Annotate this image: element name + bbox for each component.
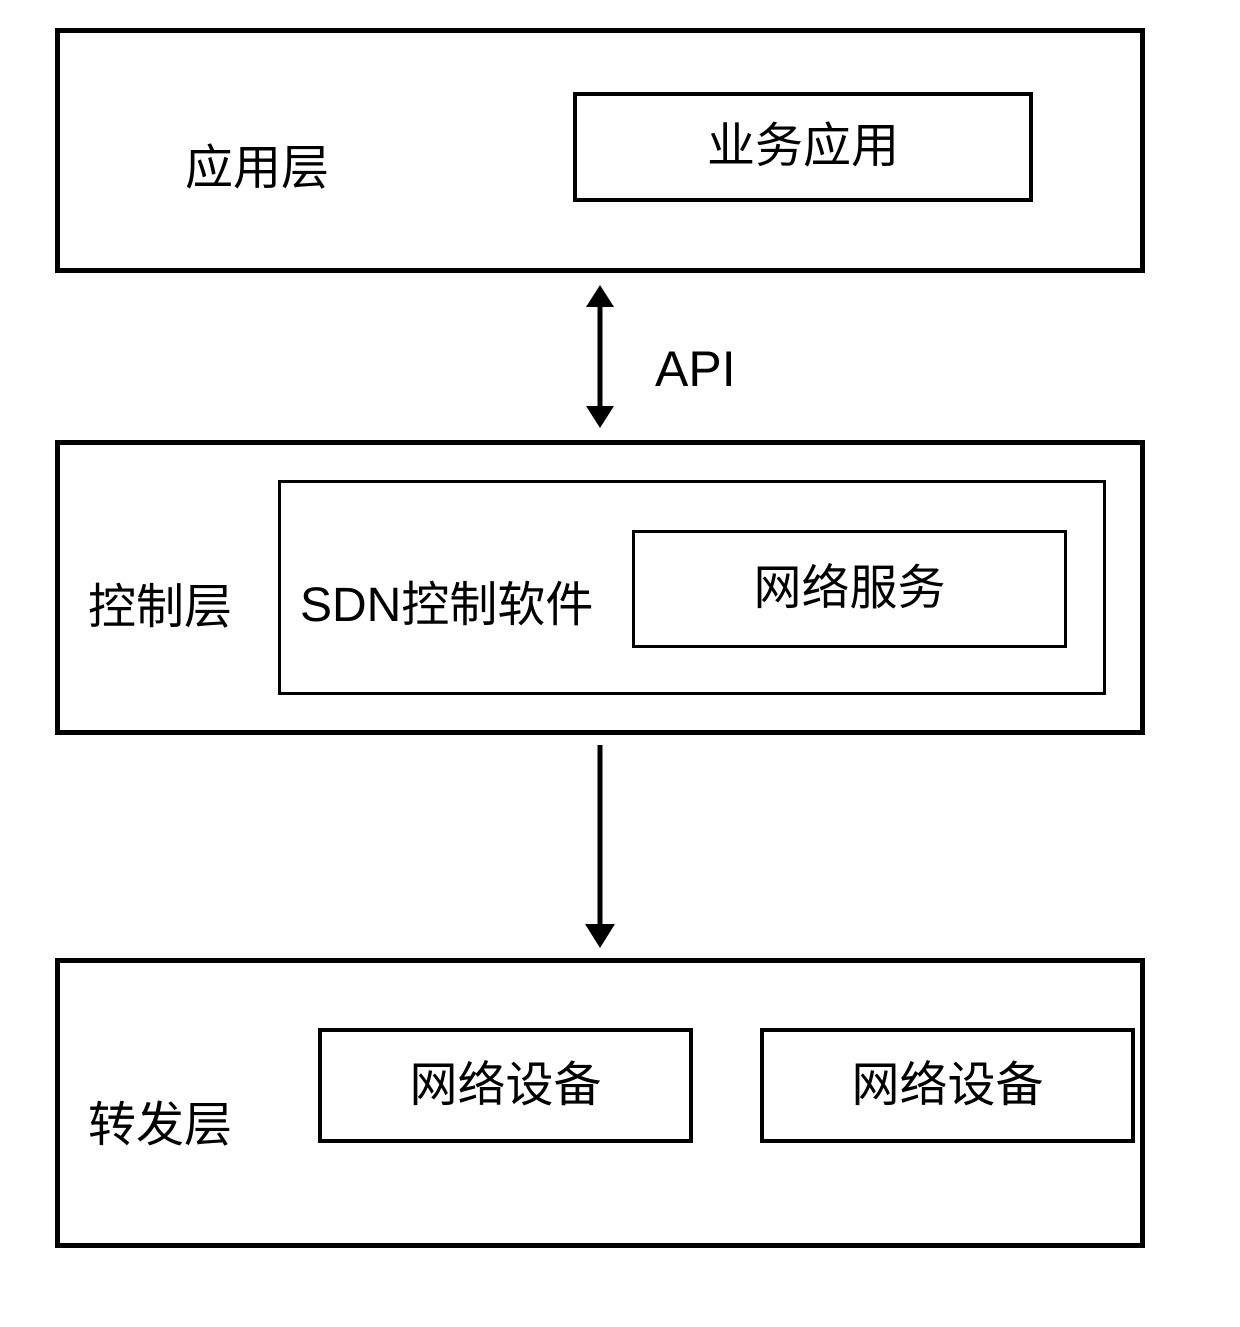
api-double-arrow	[572, 263, 628, 450]
diagram-canvas: 应用层 业务应用 API 控制层 SDN控制软件 网络服务 转发层 网络设备 网…	[0, 0, 1240, 1327]
business-application-label: 业务应用	[707, 123, 899, 171]
network-device-1-label: 网络设备	[409, 1062, 601, 1110]
application-layer-title: 应用层	[185, 128, 329, 198]
network-device-1-box: 网络设备	[318, 1028, 693, 1143]
network-service-label: 网络服务	[753, 565, 945, 613]
api-label: API	[655, 340, 736, 398]
sdn-control-software-label: SDN控制软件	[300, 565, 593, 635]
control-to-forwarding-arrow	[570, 721, 630, 972]
network-device-2-label: 网络设备	[851, 1062, 1043, 1110]
business-application-box: 业务应用	[573, 92, 1033, 202]
network-service-box: 网络服务	[632, 530, 1067, 648]
network-device-2-box: 网络设备	[760, 1028, 1135, 1143]
forwarding-layer-title: 转发层	[88, 1085, 232, 1155]
control-layer-title: 控制层	[88, 567, 232, 637]
